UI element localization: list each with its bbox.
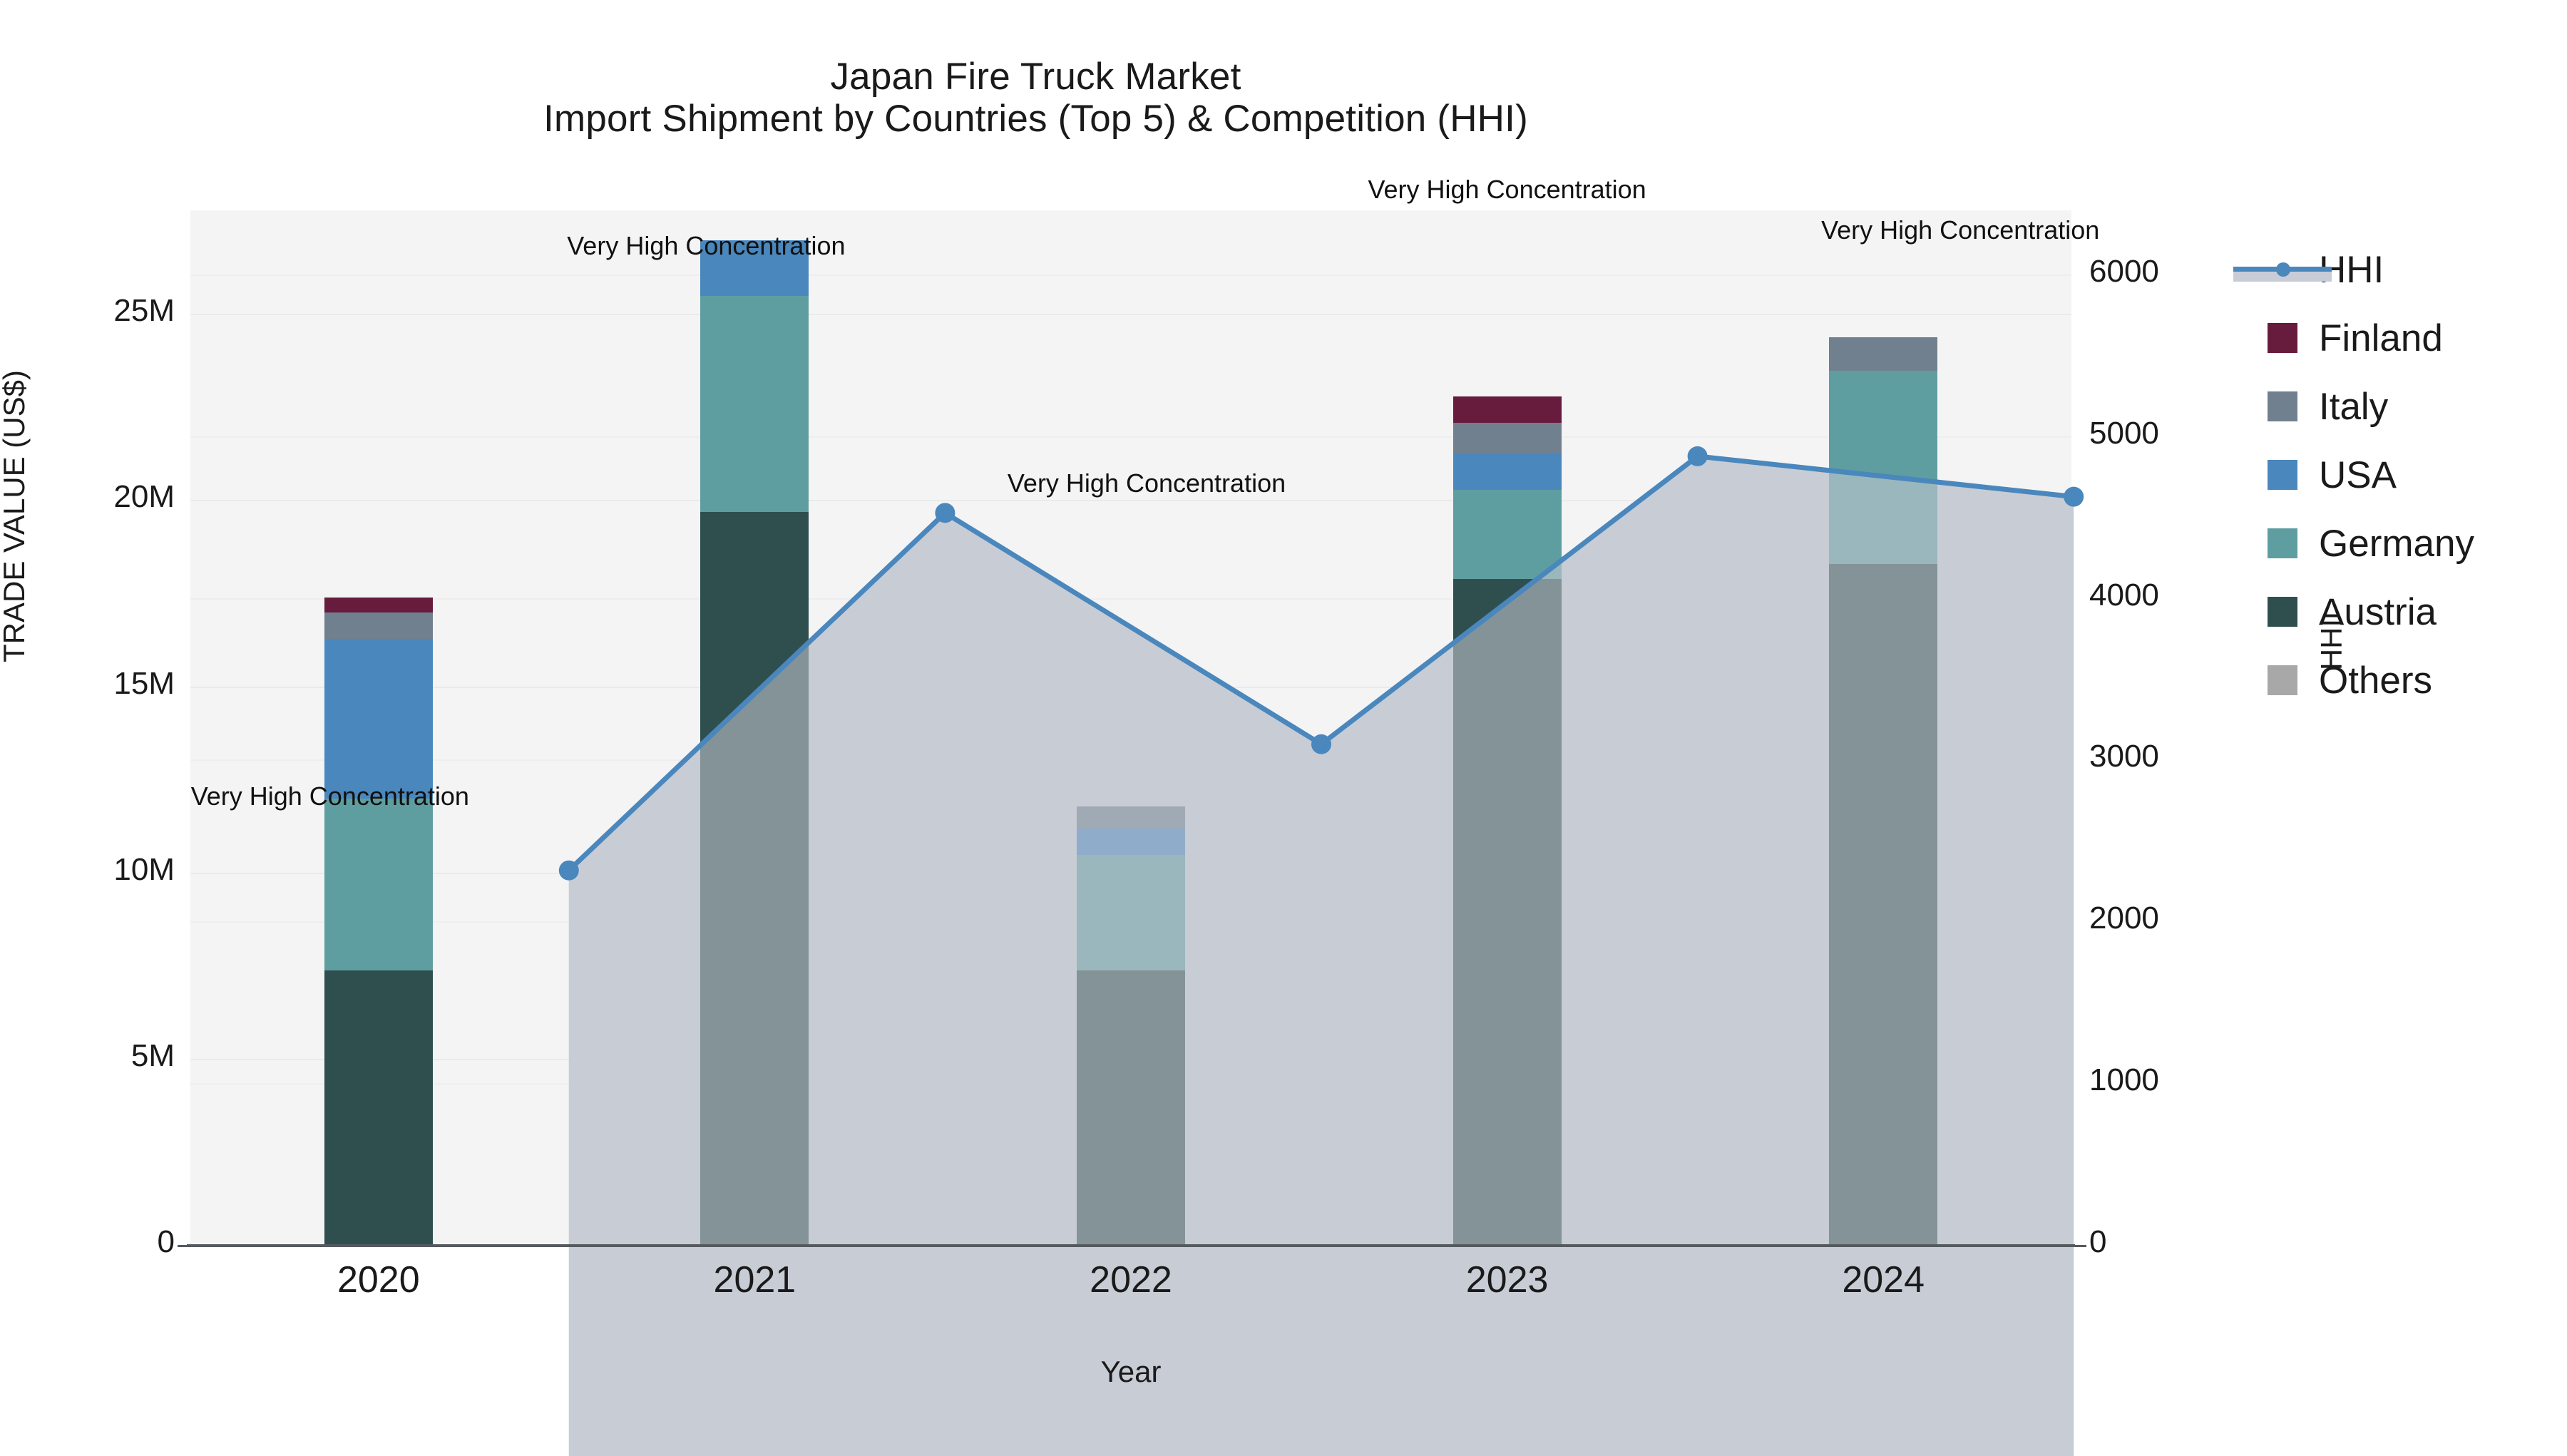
tick-mark bbox=[2074, 921, 2086, 923]
y-tick-right: 2000 bbox=[2089, 901, 2159, 936]
legend-swatch-others bbox=[2268, 665, 2297, 695]
annotation-2020: Very High Concentration bbox=[190, 781, 469, 811]
legend-marker-dot bbox=[2276, 262, 2290, 277]
bar-segment-austria[interactable] bbox=[324, 970, 433, 1246]
bar-2022[interactable] bbox=[1077, 210, 1185, 1246]
bar-segment-italy[interactable] bbox=[1077, 806, 1185, 829]
bar-segment-finland[interactable] bbox=[1452, 396, 1562, 423]
hhi-line-icon bbox=[2233, 255, 2332, 284]
bar-segment-germany[interactable] bbox=[1452, 489, 1562, 580]
legend-label: Finland bbox=[2319, 317, 2443, 359]
annotation-2021: Very High Concentration bbox=[567, 231, 846, 261]
x-axis-label: Year bbox=[1100, 1355, 1162, 1388]
legend-swatch-austria bbox=[2268, 597, 2297, 627]
x-tick-2024: 2024 bbox=[1842, 1259, 1925, 1301]
bar-segment-usa[interactable] bbox=[324, 638, 433, 799]
gridline bbox=[190, 314, 2071, 316]
bar-segment-germany[interactable] bbox=[324, 799, 433, 970]
x-tick-2020: 2020 bbox=[337, 1259, 420, 1301]
legend-item-others[interactable]: Others bbox=[2268, 646, 2474, 714]
tick-mark bbox=[178, 314, 190, 316]
legend-item-germany[interactable]: Germany bbox=[2268, 509, 2474, 578]
y-tick-right: 6000 bbox=[2089, 253, 2159, 289]
bar-2021[interactable] bbox=[700, 210, 809, 1246]
y-tick-right: 3000 bbox=[2089, 739, 2159, 774]
y-tick-right: 0 bbox=[2089, 1224, 2107, 1259]
legend-item-usa[interactable]: USA bbox=[2268, 441, 2474, 509]
tick-mark bbox=[178, 500, 190, 502]
bar-segment-germany[interactable] bbox=[1829, 370, 1938, 565]
chart-title: Japan Fire Truck Market bbox=[830, 56, 1241, 98]
legend-swatch-italy bbox=[2268, 391, 2297, 421]
bar-segment-germany[interactable] bbox=[700, 296, 809, 513]
bar-segment-austria[interactable] bbox=[1077, 970, 1185, 1246]
tick-mark bbox=[178, 1059, 190, 1061]
bar-2024[interactable] bbox=[1829, 210, 1938, 1246]
bar-2020[interactable] bbox=[324, 210, 433, 1246]
legend-label: Germany bbox=[2319, 522, 2474, 565]
y-tick-left: 20M bbox=[113, 479, 175, 515]
legend-swatch-usa bbox=[2268, 460, 2297, 490]
bar-segment-usa[interactable] bbox=[1452, 452, 1562, 490]
legend-item-italy[interactable]: Italy bbox=[2268, 372, 2474, 441]
plot-area: Very High Concentration Very High Concent… bbox=[190, 175, 2099, 1456]
legend-label: USA bbox=[2319, 453, 2397, 496]
y-tick-right: 1000 bbox=[2089, 1062, 2159, 1098]
y-tick-right: 5000 bbox=[2089, 415, 2159, 451]
legend-area-swatch bbox=[2233, 272, 2332, 282]
bar-segment-italy[interactable] bbox=[324, 612, 433, 639]
legend-item-finland[interactable]: Finland bbox=[2268, 304, 2474, 372]
bar-segment-austria[interactable] bbox=[1829, 564, 1938, 1246]
legend-swatch-finland bbox=[2268, 323, 2297, 353]
x-tick-2022: 2022 bbox=[1090, 1259, 1172, 1301]
y-tick-left: 15M bbox=[113, 665, 175, 701]
chart-title-block: Japan Fire Truck Market Import Shipment … bbox=[0, 56, 2071, 140]
x-tick-2023: 2023 bbox=[1465, 1259, 1549, 1301]
legend-label: Others bbox=[2319, 659, 2433, 702]
annotation-2022: Very High Concentration bbox=[1007, 468, 1286, 498]
tick-mark bbox=[2074, 1083, 2086, 1085]
bar-segment-italy[interactable] bbox=[1829, 337, 1938, 371]
bar-segment-usa[interactable] bbox=[700, 240, 809, 297]
tick-mark bbox=[178, 873, 190, 875]
annotation-2024: Very High Concentration bbox=[1821, 215, 2100, 245]
bar-segment-italy[interactable] bbox=[1452, 422, 1562, 453]
tick-mark bbox=[2074, 759, 2086, 762]
legend-label: Italy bbox=[2319, 385, 2389, 428]
tick-mark bbox=[2074, 1245, 2086, 1247]
bar-segment-germany[interactable] bbox=[1077, 854, 1185, 970]
bar-segment-usa[interactable] bbox=[1077, 829, 1185, 855]
bar-segment-austria[interactable] bbox=[700, 512, 809, 1246]
y-axis-left-label: TRADE VALUE (US$) bbox=[0, 370, 31, 662]
x-tick-2021: 2021 bbox=[713, 1259, 796, 1301]
tick-mark bbox=[178, 687, 190, 689]
chart-subtitle: Import Shipment by Countries (Top 5) & C… bbox=[543, 98, 1528, 140]
y-tick-left: 0 bbox=[157, 1224, 175, 1259]
y-tick-right: 4000 bbox=[2089, 577, 2159, 612]
bar-2023[interactable] bbox=[1452, 210, 1562, 1246]
y-tick-left: 25M bbox=[113, 293, 175, 329]
tick-mark bbox=[2074, 436, 2086, 439]
tick-mark bbox=[2074, 598, 2086, 600]
legend-swatch-germany bbox=[2268, 528, 2297, 558]
bar-segment-finland[interactable] bbox=[324, 598, 433, 613]
tick-mark bbox=[2074, 275, 2086, 277]
legend-label: Austria bbox=[2319, 590, 2437, 633]
legend-item-hhi[interactable]: HHI bbox=[2233, 235, 2474, 304]
bar-segment-austria[interactable] bbox=[1452, 579, 1562, 1246]
legend-item-austria[interactable]: Austria bbox=[2268, 578, 2474, 646]
y-tick-left: 10M bbox=[113, 851, 175, 887]
legend: HHI Finland Italy USA Germany Austria Others bbox=[2233, 235, 2474, 714]
y-tick-left: 5M bbox=[130, 1037, 175, 1073]
tick-mark bbox=[178, 1245, 190, 1247]
annotation-2023: Very High Concentration bbox=[1368, 174, 1646, 204]
x-axis-line bbox=[187, 1244, 2075, 1247]
